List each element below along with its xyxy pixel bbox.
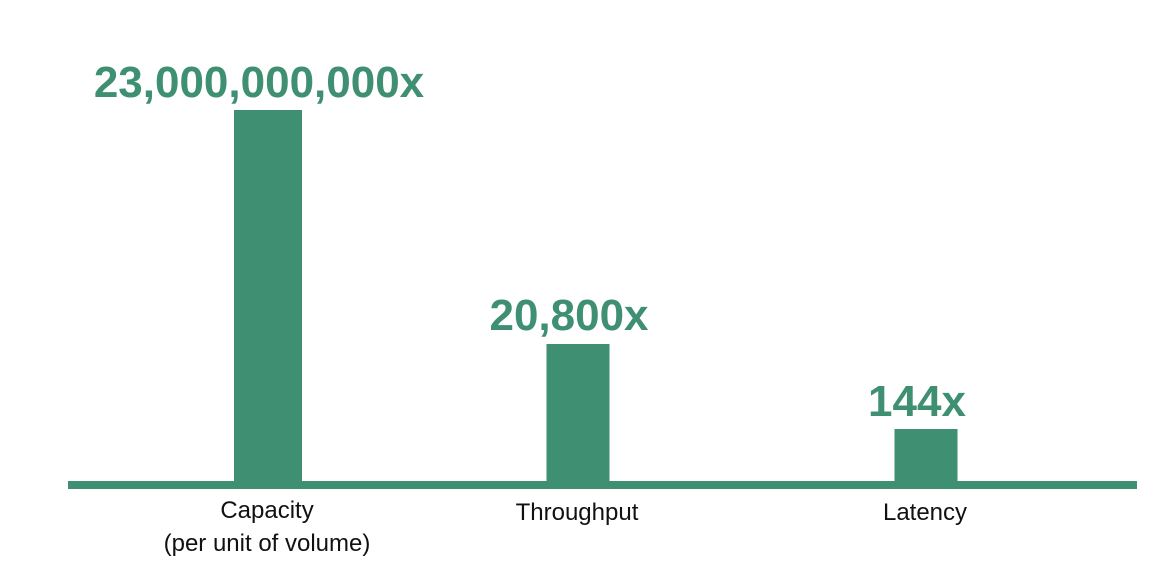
bar-throughput (546, 344, 610, 485)
category-labels-layer: Capacity (per unit of volume) Throughput La… (164, 497, 967, 557)
bars-layer (234, 110, 958, 485)
bar-capacity (234, 110, 302, 485)
value-labels-layer: 23,000,000,000x 20,800x 144x (94, 58, 967, 426)
category-label-latency: Latency (883, 499, 967, 526)
value-label-latency: 144x (868, 377, 966, 426)
value-label-throughput: 20,800x (489, 291, 649, 340)
category-sublabel-capacity: (per unit of volume) (164, 530, 371, 557)
category-label-throughput: Throughput (516, 499, 639, 526)
category-label-capacity: Capacity (220, 497, 313, 524)
value-label-capacity: 23,000,000,000x (94, 58, 425, 107)
bar-latency (894, 429, 958, 485)
